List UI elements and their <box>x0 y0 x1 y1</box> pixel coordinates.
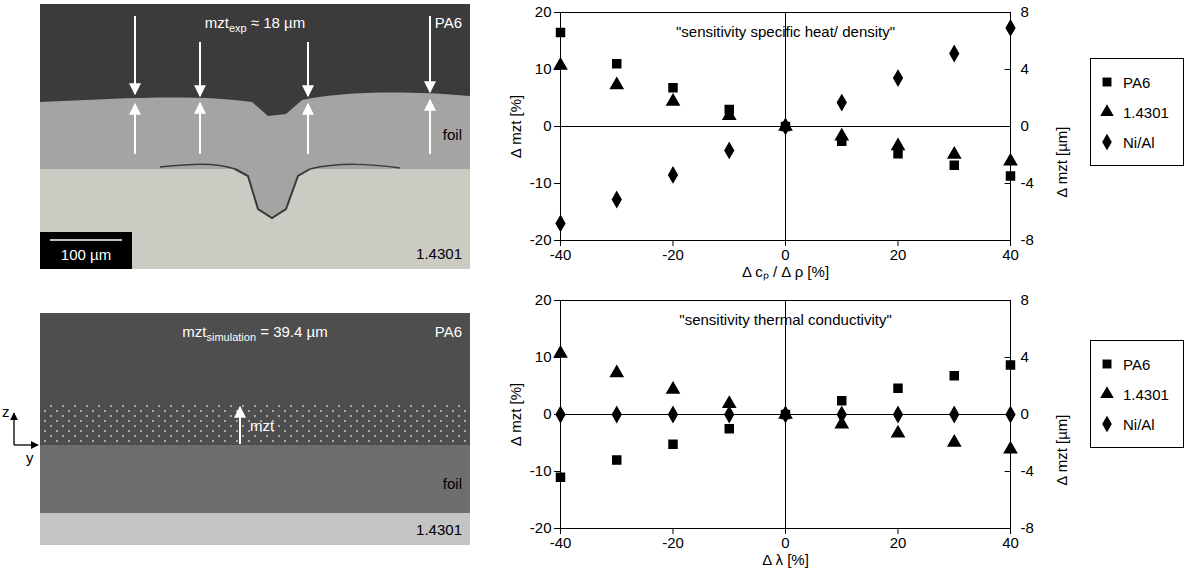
svg-text:-40: -40 <box>550 534 572 551</box>
svg-text:mzt: mzt <box>250 417 275 434</box>
svg-text:Δ mzt [%]: Δ mzt [%] <box>507 95 524 158</box>
svg-text:foil: foil <box>443 126 462 143</box>
svg-text:100 µm: 100 µm <box>61 246 111 263</box>
html-text:PA6: PA6 <box>1123 355 1151 373</box>
svg-text:mztsimulation = 39.4 µm: mztsimulation = 39.4 µm <box>182 323 327 343</box>
svg-text:40: 40 <box>1002 534 1019 551</box>
html-text:Ni/Al: Ni/Al <box>1123 133 1155 151</box>
html-text:1.4301: 1.4301 <box>1123 103 1169 121</box>
html-text:Ni/Al: Ni/Al <box>1123 415 1155 433</box>
svg-text:1.4301: 1.4301 <box>416 521 462 538</box>
svg-text:-10: -10 <box>530 462 552 479</box>
svg-text:10: 10 <box>535 60 552 77</box>
svg-text:Δ mzt [µm]: Δ mzt [µm] <box>1053 415 1070 486</box>
svg-text:4: 4 <box>1021 348 1029 365</box>
html-text:PA6: PA6 <box>1123 73 1151 91</box>
svg-text:mztexp ≈ 18 µm: mztexp ≈ 18 µm <box>205 14 305 34</box>
svg-text:PA6: PA6 <box>435 14 462 31</box>
svg-text:-8: -8 <box>1021 519 1034 536</box>
svg-text:8: 8 <box>1021 291 1029 308</box>
svg-text:Δ mzt [µm]: Δ mzt [µm] <box>1053 127 1070 198</box>
svg-text:-4: -4 <box>1021 462 1034 479</box>
svg-text:0: 0 <box>1021 117 1029 134</box>
html-text:1.4301: 1.4301 <box>1123 385 1169 403</box>
svg-text:-8: -8 <box>1021 231 1034 248</box>
svg-text:0: 0 <box>781 534 789 551</box>
svg-text:Δ λ [%]: Δ λ [%] <box>762 551 809 568</box>
svg-text:y: y <box>26 449 34 466</box>
svg-text:z: z <box>2 403 10 420</box>
svg-text:-40: -40 <box>550 246 572 263</box>
svg-text:10: 10 <box>535 348 552 365</box>
svg-text:8: 8 <box>1021 3 1029 20</box>
svg-text:"sensitivity specific heat/ de: "sensitivity specific heat/ density" <box>676 23 895 40</box>
svg-text:Δ mzt [%]: Δ mzt [%] <box>507 383 524 446</box>
svg-text:-20: -20 <box>662 246 684 263</box>
svg-text:20: 20 <box>890 534 907 551</box>
svg-text:0: 0 <box>543 117 551 134</box>
svg-text:0: 0 <box>781 246 789 263</box>
svg-text:-20: -20 <box>530 231 552 248</box>
svg-text:0: 0 <box>543 405 551 422</box>
svg-text:20: 20 <box>890 246 907 263</box>
svg-text:20: 20 <box>535 291 552 308</box>
svg-text:4: 4 <box>1021 60 1029 77</box>
svg-text:-20: -20 <box>530 519 552 536</box>
svg-text:40: 40 <box>1002 246 1019 263</box>
svg-text:-4: -4 <box>1021 174 1034 191</box>
svg-text:1.4301: 1.4301 <box>416 245 462 262</box>
svg-text:-10: -10 <box>530 174 552 191</box>
svg-text:0: 0 <box>1021 405 1029 422</box>
svg-text:PA6: PA6 <box>435 323 462 340</box>
svg-text:Δ cₚ / Δ ρ [%]: Δ cₚ / Δ ρ [%] <box>742 263 829 281</box>
svg-text:20: 20 <box>535 3 552 20</box>
svg-text:-20: -20 <box>662 534 684 551</box>
svg-text:"sensitivity thermal conductiv: "sensitivity thermal conductivity" <box>679 311 891 328</box>
svg-text:foil: foil <box>443 475 462 492</box>
